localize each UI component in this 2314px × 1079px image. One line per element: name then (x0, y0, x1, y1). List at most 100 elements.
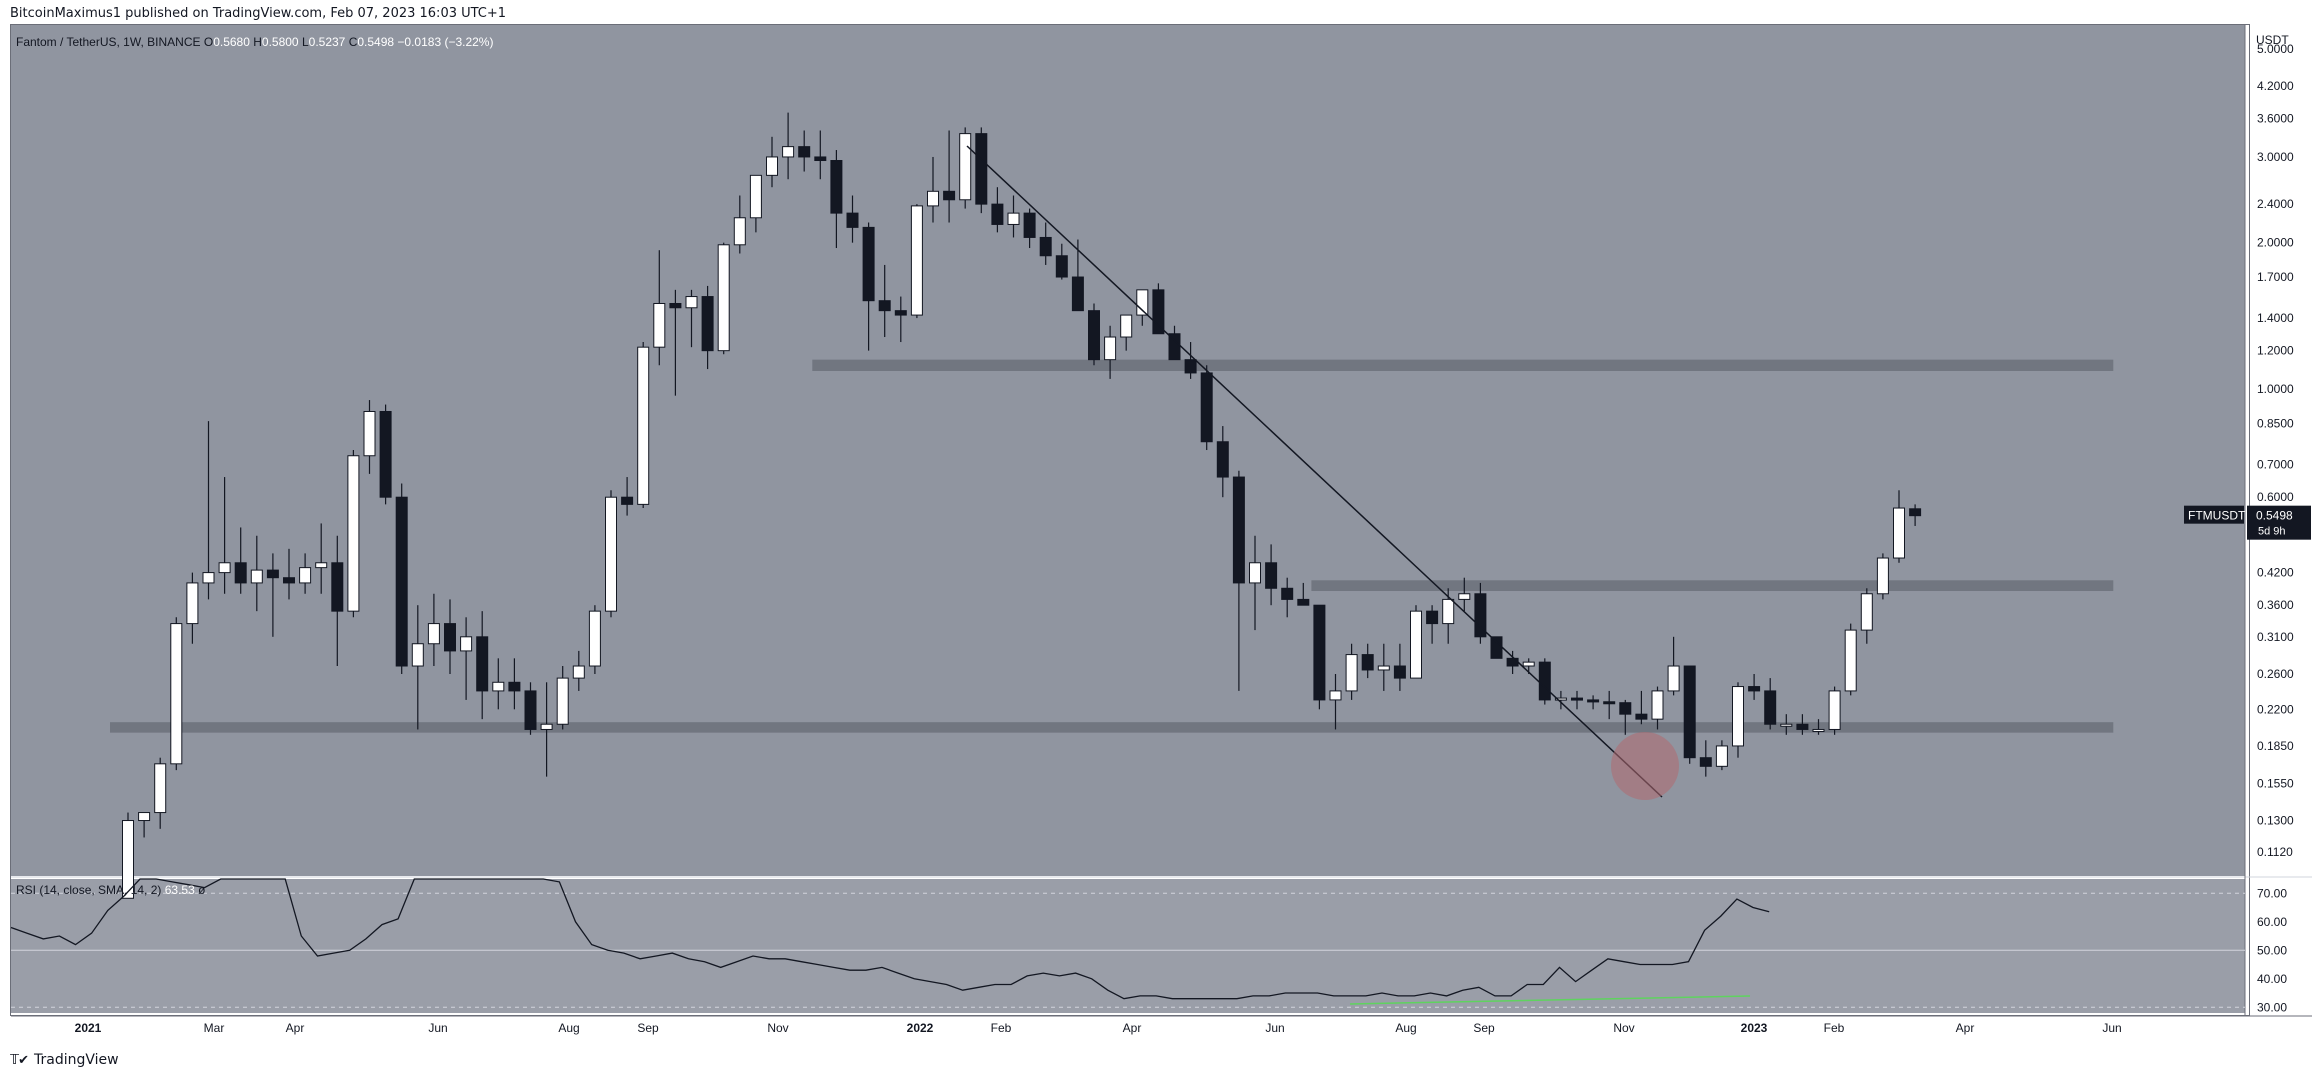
candle-bear (1587, 699, 1600, 703)
candle-bull (1410, 610, 1422, 679)
candle-bull (1732, 686, 1744, 747)
horizontal-zone-0 (812, 359, 2114, 371)
candle-bull (556, 677, 569, 725)
time-axis-tick: Sep (637, 1021, 659, 1035)
price-pane-background (11, 25, 2245, 876)
price-axis-tick: 0.8500 (2257, 417, 2294, 431)
candle-bear (814, 156, 827, 162)
time-axis-tick: 2023 (1741, 1021, 1768, 1035)
candle-bear (524, 690, 537, 730)
bullish-divergence-line (1349, 995, 1751, 1005)
candle-bear (621, 496, 634, 505)
price-axis-tick: 3.0000 (2257, 150, 2294, 164)
candle-bear (1619, 702, 1632, 715)
price-axis-tick: 0.6000 (2257, 490, 2294, 504)
rsi-axis-tick: 50.00 (2257, 943, 2287, 957)
candle-bear (1699, 757, 1712, 767)
candle-bear (1603, 701, 1616, 705)
last-price-value: 0.5498 (2256, 509, 2293, 523)
time-axis-tick: Feb (1824, 1021, 1845, 1035)
candle-bull (170, 623, 183, 765)
price-axis-tick: 1.4000 (2257, 311, 2294, 325)
price-axis-tick: 0.3600 (2257, 598, 2294, 612)
time-axis-tick: Aug (1395, 1021, 1416, 1035)
candle-bear (331, 562, 344, 612)
candle-bull (572, 665, 585, 679)
price-axis-tick: 1.0000 (2257, 382, 2294, 396)
candle-bull (749, 174, 762, 219)
rsi-legend: RSI (14, close, SMA, 14, 2) 63.53 ø (16, 883, 206, 897)
candle-bear (1490, 636, 1503, 659)
candle-bear (798, 146, 811, 158)
time-axis-tick: Aug (558, 1021, 579, 1035)
price-axis-tick: 1.7000 (2257, 270, 2294, 284)
price-axis-tick: 0.2200 (2257, 702, 2294, 716)
candle-bull (588, 610, 601, 667)
time-axis-tick: Nov (767, 1021, 788, 1035)
horizontal-zone-1 (1311, 580, 2114, 592)
candle-bear (1297, 598, 1310, 606)
highlight-circle[interactable] (1611, 732, 1679, 800)
time-axis-tick: Jun (2102, 1021, 2121, 1035)
price-axis-tick: 3.6000 (2257, 111, 2294, 125)
rsi-axis-tick: 30.00 (2257, 1000, 2287, 1014)
descending-trendline[interactable] (966, 145, 1663, 798)
candle-bull (427, 623, 440, 645)
candle-bear (1506, 657, 1519, 667)
candle-bull (1893, 507, 1905, 559)
candle-bull (1812, 728, 1825, 732)
candle-bear (878, 300, 891, 312)
time-axis-tick: Apr (286, 1021, 305, 1035)
candle-bear (1796, 723, 1809, 730)
candle-bear (991, 203, 1004, 225)
candle-bear (1152, 289, 1165, 335)
candle-bear (1055, 255, 1068, 278)
candle-bear (1232, 476, 1245, 584)
candle-bull (411, 643, 424, 667)
candle-bear (1635, 713, 1648, 720)
price-axis-tick: 0.7000 (2257, 458, 2294, 472)
candle-bull (347, 455, 360, 612)
candle-bull (1104, 336, 1117, 361)
price-axis-tick: 0.1550 (2257, 776, 2294, 790)
candle-bull (685, 296, 698, 309)
candle-bull (1120, 314, 1133, 338)
candle-bull (250, 569, 263, 584)
candle-bear (846, 212, 859, 228)
candle-bear (283, 577, 295, 584)
candle-bull (910, 205, 923, 316)
time-axis-tick: Mar (204, 1021, 225, 1035)
price-axis-tick: 0.1120 (2257, 845, 2293, 859)
candle-bear (1168, 333, 1181, 361)
candle-bull (1442, 598, 1455, 625)
candle-bull (1136, 289, 1149, 316)
candle-bull (122, 820, 134, 899)
candle-bear (1281, 587, 1294, 600)
candle-bull (154, 763, 167, 814)
candle-bear (508, 681, 521, 692)
price-axis-tick: 4.2000 (2257, 79, 2294, 93)
candle-bear (894, 310, 907, 316)
candle-bull (1715, 745, 1728, 767)
candle-bear (669, 302, 682, 309)
candle-bear (1023, 212, 1036, 238)
candle-bear (1071, 276, 1084, 312)
candle-bull (138, 812, 151, 822)
candle-bear (1571, 697, 1583, 701)
candle-bear (1039, 236, 1052, 257)
candle-bull (782, 146, 795, 158)
price-axis-tick: 0.3100 (2257, 630, 2294, 644)
candle-bear (975, 133, 988, 205)
candle-bull (202, 572, 215, 584)
price-axis-tick: 0.2600 (2257, 667, 2294, 681)
price-axis-tick: 2.4000 (2257, 197, 2294, 211)
time-axis-tick: Nov (1613, 1021, 1634, 1035)
ticker-label-box (2184, 505, 2244, 524)
ticker-label: FTMUSDT (2188, 509, 2246, 523)
time-axis-tick: Apr (1123, 1021, 1142, 1035)
price-axis-tick: 0.1850 (2257, 739, 2294, 753)
candle-bear (1764, 690, 1777, 725)
candle-bear (476, 636, 489, 692)
